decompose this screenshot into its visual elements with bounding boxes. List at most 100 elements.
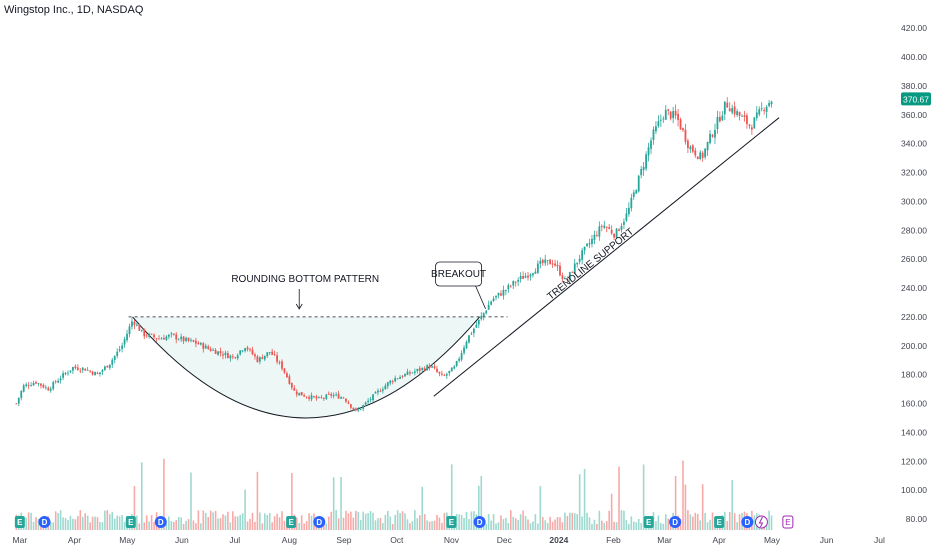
volume-bar [369, 511, 372, 530]
candle-body [728, 108, 731, 112]
candle-body [347, 402, 350, 404]
volume-bar [251, 512, 254, 530]
candle-body [278, 361, 281, 363]
candle-body [453, 366, 456, 369]
volume-bar [229, 522, 232, 530]
candle-body [532, 273, 534, 276]
candle-body [684, 129, 687, 142]
volume-bar [303, 523, 305, 530]
candle-body [138, 324, 141, 331]
candle-body [76, 367, 79, 370]
candle-body [760, 108, 763, 110]
volume-bar [379, 517, 382, 530]
candle-body [500, 293, 502, 296]
volume-bar [54, 511, 57, 530]
candle-body [276, 355, 278, 362]
candle-body [25, 384, 28, 386]
candle-body [293, 387, 296, 391]
volume-bar [180, 517, 182, 530]
candle-body [701, 152, 704, 158]
candle-body [96, 372, 99, 374]
volume-bar [406, 519, 409, 530]
pattern-label: ROUNDING BOTTOM PATTERN [231, 274, 379, 285]
candle-body [40, 383, 42, 386]
volume-bar [731, 480, 733, 530]
candle-body [133, 321, 136, 325]
volume-bar [175, 520, 178, 530]
y-tick-label: 420.00 [901, 23, 927, 33]
candle-body [576, 262, 579, 265]
candle-body [113, 355, 116, 360]
time-axis[interactable]: Mar Apr May Jun Jul Aug Sep Oct Nov Dec 2024 Feb Mar… [13, 535, 885, 545]
x-tick-label: Nov [444, 535, 460, 545]
candle-body [286, 373, 288, 378]
candle-body [327, 393, 330, 395]
candle-body [177, 339, 180, 341]
breakout-box [435, 261, 482, 287]
volume-bar [534, 514, 537, 530]
candle-body [209, 348, 212, 351]
candle-body [295, 391, 298, 395]
volume-bar [391, 523, 394, 530]
volume-bar [362, 511, 364, 530]
volume-bar [696, 513, 699, 530]
volume-bar [564, 512, 566, 530]
event-marker-label: E [646, 518, 652, 527]
candle-body [716, 116, 719, 130]
volume-bar [355, 510, 357, 530]
volume-bar [62, 517, 64, 530]
candle-body [561, 275, 564, 279]
y-tick-label: 300.00 [901, 196, 927, 206]
pattern-layer [128, 316, 508, 419]
candle-body [308, 397, 310, 399]
volume-bar [118, 516, 121, 530]
candle-body [305, 396, 308, 398]
volume-bar [359, 519, 362, 530]
volume-bar [232, 511, 234, 530]
candle-body [222, 354, 224, 356]
event-marker-label: D [672, 518, 678, 527]
candle-body [153, 334, 155, 338]
volume-bar [99, 521, 101, 530]
price-axis[interactable]: 420.00 400.00 380.00 360.00 340.00 320.00 300.… [901, 23, 931, 524]
volume-bar [241, 513, 244, 530]
candle-body [212, 349, 215, 351]
candle-body [460, 353, 463, 360]
candle-body [677, 113, 679, 120]
y-tick-label: 280.00 [901, 225, 927, 235]
earnings-marker [14, 516, 25, 528]
x-tick-label: May [119, 535, 136, 545]
candle-body [281, 361, 283, 369]
candle-body [534, 271, 537, 274]
candle-body [630, 197, 633, 209]
volume-bar [224, 515, 227, 530]
volume-bar [433, 520, 436, 530]
volume-bar [576, 514, 579, 530]
volume-bar [168, 516, 170, 530]
candle-body [187, 337, 190, 341]
volume-bar [738, 514, 741, 530]
candle-body [254, 354, 256, 357]
candle-body [482, 312, 485, 317]
event-marker-label: D [316, 518, 322, 527]
volume-bar [664, 514, 667, 530]
candle-body [396, 378, 399, 380]
event-marker-label: D [477, 518, 483, 527]
x-tick-label: Dec [497, 535, 513, 545]
candle-body [674, 110, 677, 116]
candle-body [155, 338, 158, 340]
volume-bar [423, 514, 426, 530]
volume-bar [332, 477, 335, 530]
candle-body [219, 351, 222, 354]
volume-bar [234, 516, 237, 530]
candle-body [244, 348, 247, 351]
candle-body [349, 404, 352, 408]
candle-body [608, 227, 611, 229]
volume-bar [539, 486, 542, 530]
candle-body [42, 384, 45, 388]
volume-bar [605, 521, 608, 530]
candle-body [251, 349, 254, 355]
volume-bar [463, 518, 465, 530]
